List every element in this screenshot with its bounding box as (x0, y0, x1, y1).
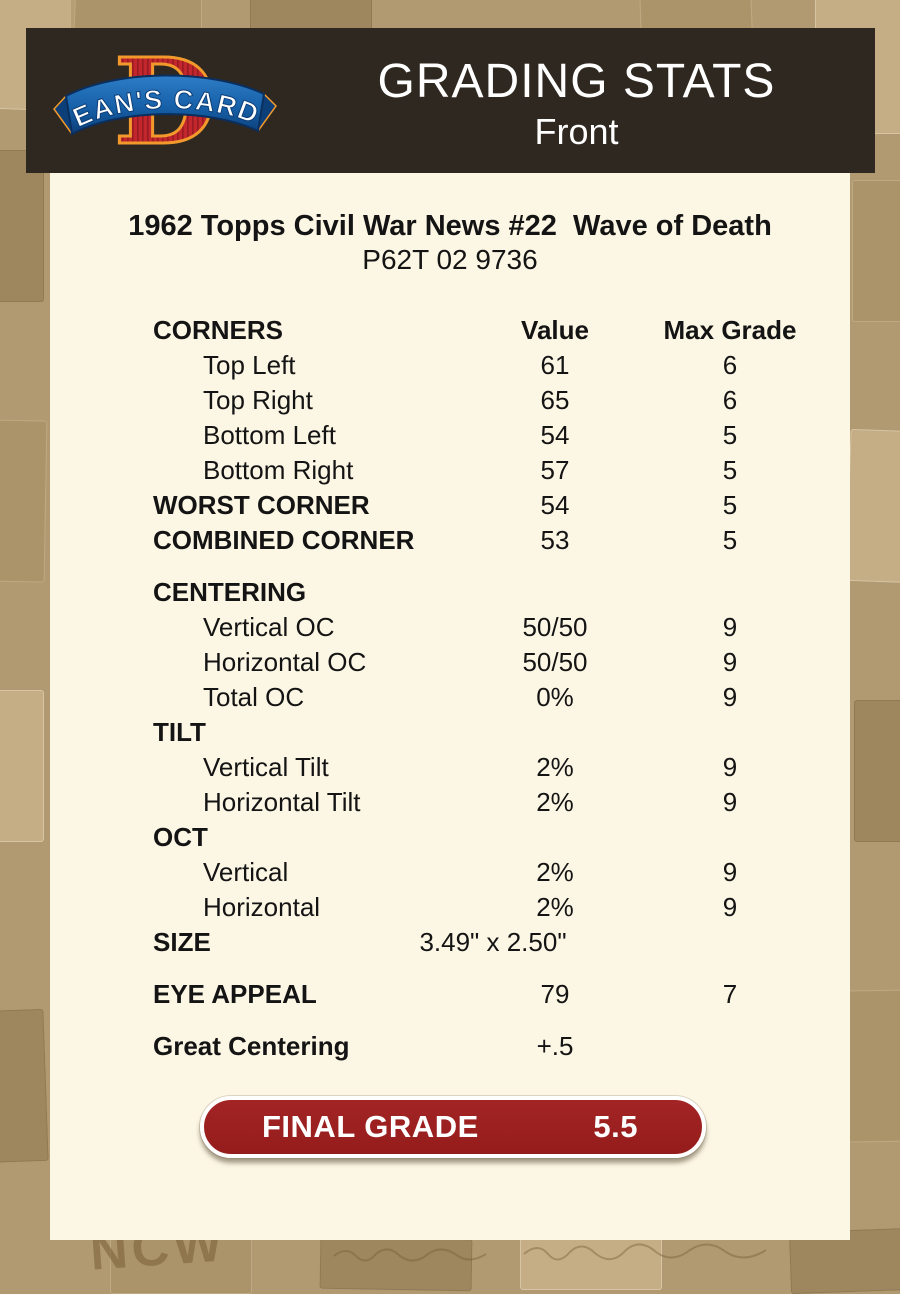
collage-card (854, 700, 900, 842)
stats-value: 3.49" x 2.50" (419, 927, 567, 957)
final-grade-value: 5.5 (593, 1109, 638, 1144)
stats-max: 9 (722, 892, 738, 922)
view-label: Front (534, 110, 619, 152)
collage-card (844, 989, 900, 1143)
stats-label: Top Right (203, 385, 313, 415)
collage-card (0, 150, 44, 302)
stats-row: SIZE 3.49" x 2.50" (153, 925, 850, 960)
stats-max: 9 (722, 752, 738, 782)
stats-max: 5 (722, 490, 738, 520)
stats-row: Bottom Left 54 5 (153, 418, 850, 453)
stats-value: 53 (540, 525, 570, 555)
stats-label: Horizontal (203, 892, 321, 922)
stats-row: CENTERING (153, 575, 850, 610)
stats-value: 54 (540, 420, 570, 450)
page-title: GRADING STATS (377, 54, 776, 108)
stats-label: Top Left (203, 350, 296, 380)
stats-max: 5 (722, 455, 738, 485)
stats-row: Total OC 0% 9 (153, 680, 850, 715)
stats-value: 79 (540, 979, 570, 1009)
stats-row: COMBINED CORNER 53 5 (153, 523, 850, 558)
stats-value: 57 (540, 455, 570, 485)
stats-value: 2% (536, 857, 574, 887)
stats-value: Value (521, 315, 589, 345)
collage-handwriting (333, 1248, 487, 1262)
stats-row: Bottom Right 57 5 (153, 453, 850, 488)
logo-ribbon (64, 74, 266, 136)
stats-value: 50/50 (522, 612, 588, 642)
stats-row: WORST CORNER 54 5 (153, 488, 850, 523)
stats-max: Max Grade (663, 315, 797, 345)
stats-label: CENTERING (153, 577, 307, 607)
deans-cards-logo-graphic: D DEAN'S CARDS (41, 11, 277, 172)
stats-label: Total OC (203, 682, 305, 712)
stats-value: 2% (536, 752, 574, 782)
stats-row: Vertical Tilt 2% 9 (153, 750, 850, 785)
stats-row: EYE APPEAL 79 7 (153, 977, 850, 1012)
stats-label: EYE APPEAL (153, 979, 317, 1009)
stats-value: 2% (536, 787, 574, 817)
stats-row: Horizontal 2% 9 (153, 890, 850, 925)
stats-row: OCT (153, 820, 850, 855)
stats-value: 0% (536, 682, 574, 712)
card-id: P62T 02 9736 (362, 244, 538, 275)
stats-value: 2% (536, 892, 574, 922)
stats-label: WORST CORNER (153, 490, 370, 520)
stats-value: +.5 (536, 1031, 574, 1061)
stats-label: Bottom Right (203, 455, 354, 485)
stats-row: Vertical OC 50/50 9 (153, 610, 850, 645)
stats-table: CORNERS Value Max Grade Top Left 61 6 Top Righ… (153, 313, 850, 1064)
stats-label: SIZE (153, 927, 211, 957)
stats-max: 9 (722, 857, 738, 887)
stats-label: TILT (153, 717, 206, 747)
grading-stats-panel: 1962 Topps Civil War News #22 Wave of De… (50, 173, 850, 1240)
stats-row: Vertical 2% 9 (153, 855, 850, 890)
final-grade-label: FINAL GRADE (262, 1109, 479, 1144)
stats-label: COMBINED CORNER (153, 525, 415, 555)
stats-label: Bottom Left (203, 420, 336, 450)
deans-cards-logo: D DEAN'S CARDS (41, 11, 278, 172)
stats-value: 54 (540, 490, 570, 520)
stats-row: Horizontal Tilt 2% 9 (153, 785, 850, 820)
final-grade-button[interactable]: FINAL GRADE 5.5 (200, 1096, 706, 1158)
stats-label: Horizontal Tilt (203, 787, 361, 817)
collage-card (852, 180, 900, 322)
stats-label: Great Centering (153, 1031, 350, 1061)
collage-handwriting (523, 1243, 767, 1261)
card-title: 1962 Topps Civil War News #22 Wave of De… (128, 210, 772, 242)
stats-max: 5 (722, 525, 738, 555)
stats-max: 9 (722, 647, 738, 677)
stats-label: Vertical Tilt (203, 752, 329, 782)
header-bar: D DEAN'S CARDS GRADING STATS Front (26, 11, 875, 173)
stats-max: 7 (722, 979, 738, 1009)
stats-value: 65 (540, 385, 570, 415)
collage-card (0, 419, 48, 583)
header-titles: GRADING STATS Front (278, 48, 875, 154)
stats-row: Great Centering +.5 (153, 1029, 850, 1064)
stats-label: Vertical OC (203, 612, 335, 642)
collage-card (0, 690, 44, 842)
stats-label: Vertical (203, 857, 289, 887)
stats-row: CORNERS Value Max Grade (153, 313, 850, 348)
stats-row: Top Right 65 6 (153, 383, 850, 418)
stats-row: Top Left 61 6 (153, 348, 850, 383)
stats-max: 9 (722, 612, 738, 642)
stats-row: TILT (153, 715, 850, 750)
stats-max: 9 (722, 787, 738, 817)
stats-value: 61 (540, 350, 570, 380)
stats-label: CORNERS (153, 315, 284, 345)
stats-max: 5 (722, 420, 738, 450)
stats-max: 9 (722, 682, 738, 712)
stats-label: OCT (153, 822, 208, 852)
stats-value: 50/50 (522, 647, 588, 677)
collage-card (0, 1008, 49, 1164)
stats-row: Horizontal OC 50/50 9 (153, 645, 850, 680)
collage-card (250, 0, 372, 32)
stats-max: 6 (722, 385, 738, 415)
stats-label: Horizontal OC (203, 647, 367, 677)
collage-card (845, 428, 900, 584)
stats-max: 6 (722, 350, 738, 380)
